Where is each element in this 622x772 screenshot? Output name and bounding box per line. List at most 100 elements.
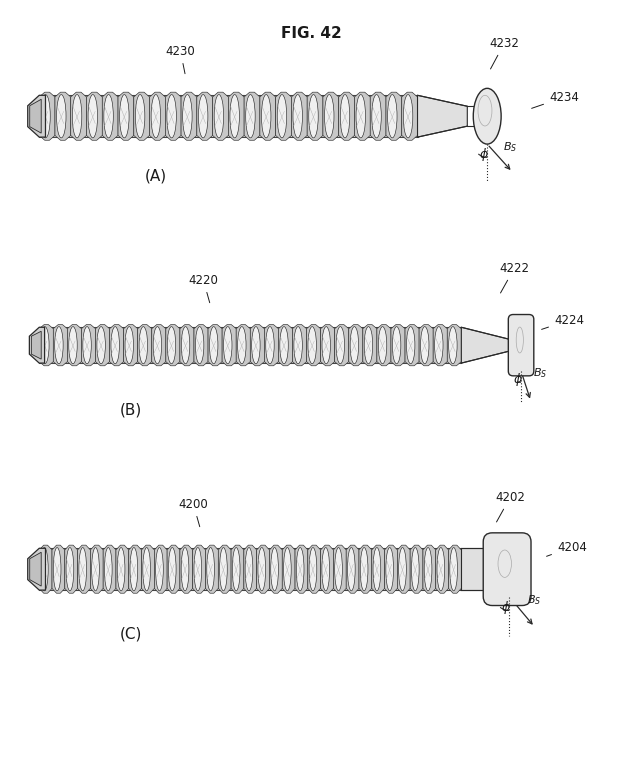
Ellipse shape [69,327,77,364]
Polygon shape [307,324,320,366]
Ellipse shape [388,95,397,138]
Ellipse shape [280,327,288,364]
Polygon shape [320,545,333,593]
Polygon shape [282,545,295,593]
Ellipse shape [214,95,224,138]
Ellipse shape [198,95,208,138]
Ellipse shape [151,95,160,138]
Ellipse shape [156,547,164,591]
Text: 4224: 4224 [542,313,584,330]
Ellipse shape [167,327,175,364]
Ellipse shape [252,327,260,364]
Ellipse shape [356,95,366,138]
Ellipse shape [139,327,147,364]
Polygon shape [231,545,244,593]
Text: $B_S$: $B_S$ [503,140,518,154]
Polygon shape [377,324,391,366]
Ellipse shape [238,327,246,364]
Polygon shape [152,324,166,366]
Polygon shape [335,324,349,366]
Polygon shape [213,92,228,141]
Polygon shape [236,324,250,366]
Polygon shape [292,324,307,366]
Ellipse shape [169,547,176,591]
Ellipse shape [246,95,255,138]
Polygon shape [53,324,67,366]
Polygon shape [30,552,41,586]
Polygon shape [102,92,118,141]
Ellipse shape [143,547,151,591]
Polygon shape [134,92,149,141]
Polygon shape [346,545,359,593]
Polygon shape [137,324,152,366]
Polygon shape [333,545,346,593]
Ellipse shape [194,547,202,591]
Polygon shape [308,545,320,593]
Polygon shape [244,92,260,141]
Polygon shape [307,92,323,141]
Ellipse shape [266,327,274,364]
Text: $\phi$: $\phi$ [501,600,511,617]
Polygon shape [39,545,52,593]
Ellipse shape [41,95,50,138]
Text: $B_S$: $B_S$ [533,366,547,380]
Polygon shape [180,545,193,593]
Ellipse shape [97,327,105,364]
Text: 4222: 4222 [499,262,529,293]
Polygon shape [359,545,372,593]
Ellipse shape [271,547,279,591]
Polygon shape [384,545,397,593]
Ellipse shape [348,547,355,591]
Polygon shape [55,92,71,141]
Polygon shape [372,545,384,593]
Text: (B): (B) [119,402,142,418]
Polygon shape [447,324,462,366]
Polygon shape [142,545,154,593]
Ellipse shape [83,327,91,364]
Text: 4220: 4220 [188,274,218,303]
Polygon shape [103,545,116,593]
Ellipse shape [91,547,100,591]
Polygon shape [154,545,167,593]
Polygon shape [417,95,467,137]
Ellipse shape [322,547,330,591]
Text: 4200: 4200 [179,498,208,527]
Polygon shape [124,324,137,366]
Polygon shape [228,92,244,141]
Polygon shape [423,545,436,593]
Polygon shape [149,92,165,141]
Ellipse shape [309,95,318,138]
Ellipse shape [450,547,458,591]
Ellipse shape [230,95,239,138]
Ellipse shape [424,547,432,591]
Ellipse shape [296,547,304,591]
Polygon shape [391,324,405,366]
Polygon shape [410,545,423,593]
Ellipse shape [223,327,232,364]
Ellipse shape [364,327,373,364]
Polygon shape [29,327,45,363]
Ellipse shape [435,327,443,364]
Text: $B_S$: $B_S$ [527,594,541,608]
Ellipse shape [372,95,381,138]
Ellipse shape [220,547,227,591]
Polygon shape [67,324,81,366]
Polygon shape [269,545,282,593]
Ellipse shape [399,547,406,591]
Ellipse shape [79,547,86,591]
Polygon shape [320,324,335,366]
Text: (A): (A) [145,168,167,184]
Ellipse shape [284,547,291,591]
Polygon shape [405,324,419,366]
FancyBboxPatch shape [508,314,534,376]
Ellipse shape [411,547,419,591]
Ellipse shape [437,547,445,591]
Polygon shape [419,324,433,366]
Polygon shape [339,92,355,141]
Ellipse shape [392,327,401,364]
Ellipse shape [322,327,330,364]
Ellipse shape [261,95,271,138]
Polygon shape [39,327,462,363]
Polygon shape [39,548,462,590]
Ellipse shape [210,327,218,364]
